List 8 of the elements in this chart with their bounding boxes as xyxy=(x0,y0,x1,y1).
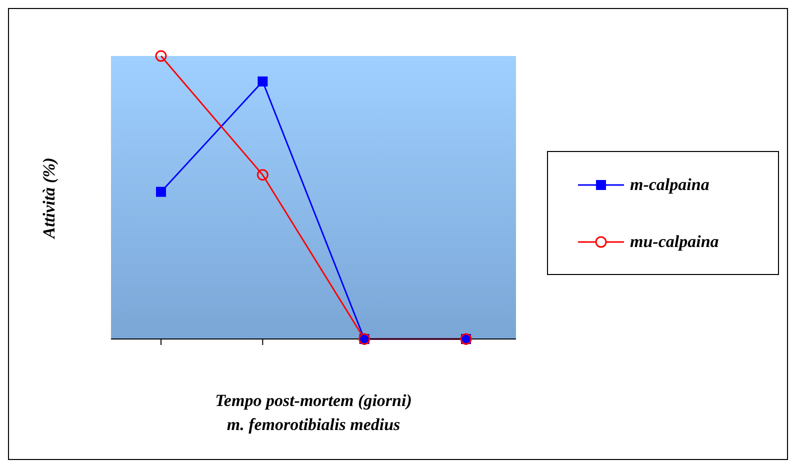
point xyxy=(258,76,268,86)
x-axis-title: Tempo post-mortem (giorni) m. femorotibialis medius xyxy=(214,390,413,436)
legend-label: mu-calpaina xyxy=(630,232,719,252)
point xyxy=(156,186,166,197)
point xyxy=(256,169,268,181)
legend-label: m-calpaina xyxy=(630,174,710,194)
y-axis-title: Attività (%) xyxy=(39,157,59,238)
point xyxy=(155,50,167,62)
